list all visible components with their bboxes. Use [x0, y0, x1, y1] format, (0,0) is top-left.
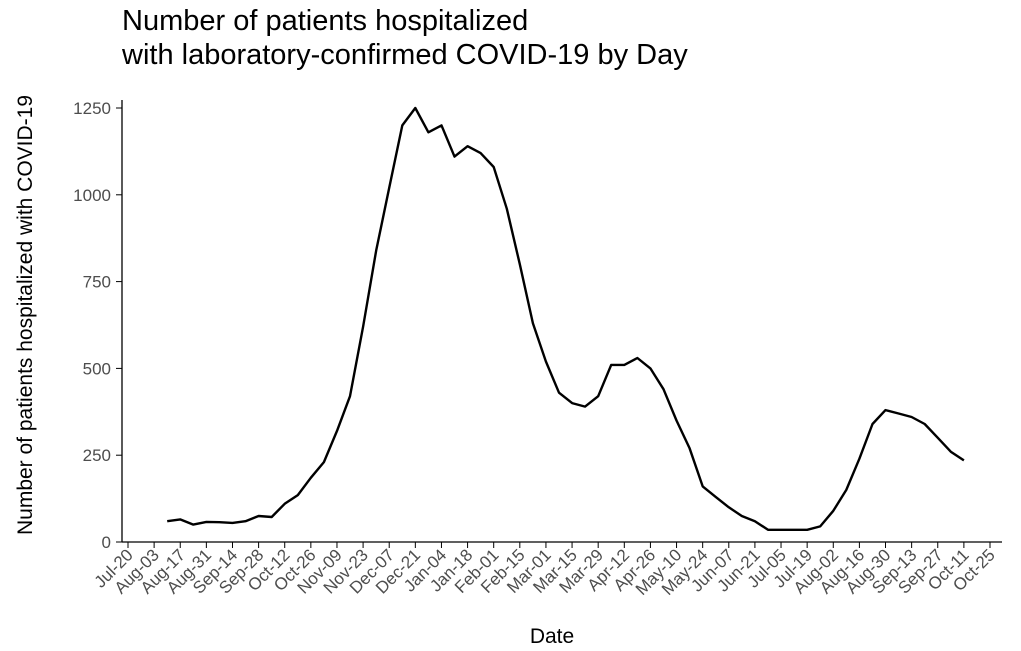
chart-title: with laboratory-confirmed COVID-19 by Da… — [121, 39, 688, 71]
x-axis-label: Date — [530, 625, 574, 648]
y-tick-label: 0 — [102, 533, 111, 552]
chart-title: Number of patients hospitalized — [122, 5, 528, 37]
line — [167, 106, 965, 531]
y-tick-label: 1000 — [73, 186, 111, 205]
y-tick-label: 750 — [83, 273, 111, 292]
y-axis-label: Number of patients hospitalized with COV… — [14, 95, 37, 535]
y-tick-label: 1250 — [73, 99, 111, 118]
y-tick-label: 250 — [83, 446, 111, 465]
y-tick-label: 500 — [83, 359, 111, 378]
